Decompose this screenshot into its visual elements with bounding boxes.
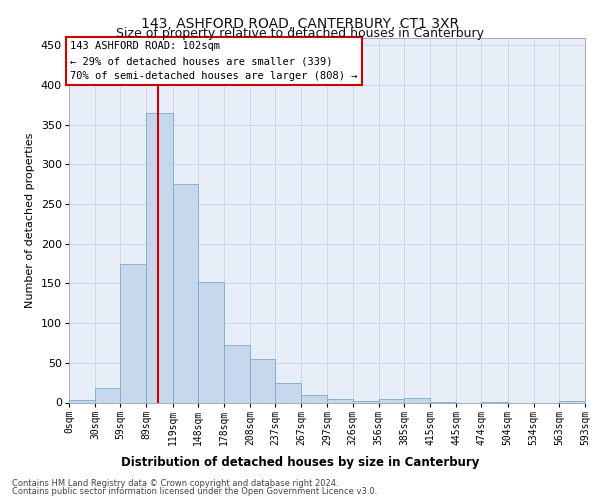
Y-axis label: Number of detached properties: Number of detached properties bbox=[25, 132, 35, 308]
Bar bbox=[224, 344, 250, 403]
Bar bbox=[275, 382, 301, 402]
Text: Contains HM Land Registry data © Crown copyright and database right 2024.: Contains HM Land Registry data © Crown c… bbox=[12, 479, 338, 488]
Bar bbox=[146, 113, 173, 403]
Bar bbox=[250, 359, 275, 403]
Text: Contains public sector information licensed under the Open Government Licence v3: Contains public sector information licen… bbox=[12, 487, 377, 496]
Bar bbox=[301, 396, 328, 402]
Text: 143, ASHFORD ROAD, CANTERBURY, CT1 3XR: 143, ASHFORD ROAD, CANTERBURY, CT1 3XR bbox=[141, 18, 459, 32]
Bar bbox=[198, 282, 224, 403]
Bar bbox=[121, 264, 146, 402]
Text: Size of property relative to detached houses in Canterbury: Size of property relative to detached ho… bbox=[116, 28, 484, 40]
Bar bbox=[559, 401, 585, 402]
Bar bbox=[95, 388, 121, 402]
Bar bbox=[379, 398, 404, 402]
Bar bbox=[69, 400, 95, 402]
Bar bbox=[353, 401, 379, 402]
Bar bbox=[173, 184, 198, 402]
Bar bbox=[404, 398, 430, 402]
Bar bbox=[328, 400, 353, 402]
Text: Distribution of detached houses by size in Canterbury: Distribution of detached houses by size … bbox=[121, 456, 479, 469]
Text: 143 ASHFORD ROAD: 102sqm
← 29% of detached houses are smaller (339)
70% of semi-: 143 ASHFORD ROAD: 102sqm ← 29% of detach… bbox=[70, 42, 358, 81]
